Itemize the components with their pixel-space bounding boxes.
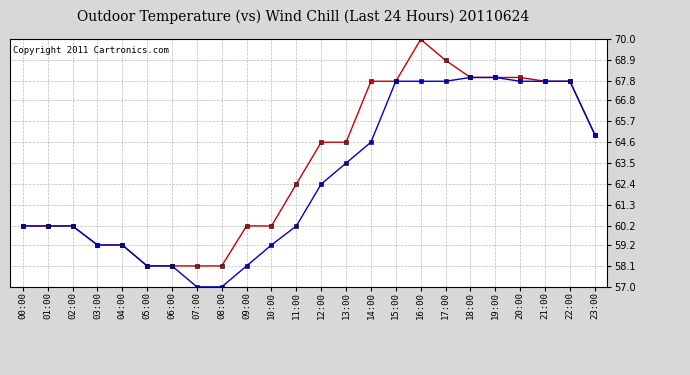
Text: Copyright 2011 Cartronics.com: Copyright 2011 Cartronics.com — [13, 46, 169, 55]
Text: Outdoor Temperature (vs) Wind Chill (Last 24 Hours) 20110624: Outdoor Temperature (vs) Wind Chill (Las… — [77, 9, 530, 24]
